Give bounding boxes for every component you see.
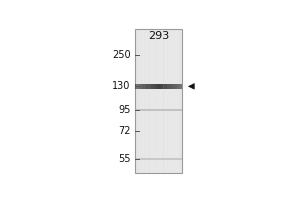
Bar <box>135 29 182 173</box>
Bar <box>176 84 177 89</box>
Bar <box>172 84 173 89</box>
Bar <box>143 84 144 89</box>
Bar <box>151 84 152 89</box>
Bar <box>149 84 150 89</box>
Bar <box>168 84 169 89</box>
Bar <box>147 84 148 89</box>
Bar <box>159 84 160 89</box>
Bar <box>146 84 147 89</box>
Bar <box>164 84 165 89</box>
Bar <box>136 84 137 89</box>
Bar <box>163 84 164 89</box>
Bar <box>148 84 149 89</box>
Bar <box>180 84 181 89</box>
Bar <box>144 84 145 89</box>
Bar <box>145 84 146 89</box>
Bar <box>138 84 139 89</box>
Bar <box>158 84 159 89</box>
Bar <box>152 84 153 89</box>
Bar <box>177 84 178 89</box>
Text: 55: 55 <box>118 154 130 164</box>
Bar <box>139 84 140 89</box>
Text: 250: 250 <box>112 50 130 60</box>
Bar <box>181 84 182 89</box>
Bar <box>141 84 142 89</box>
Bar <box>174 84 175 89</box>
Bar <box>161 84 162 89</box>
Bar <box>171 84 172 89</box>
Bar <box>135 84 136 89</box>
Bar <box>178 84 179 89</box>
Text: 95: 95 <box>118 105 130 115</box>
Bar <box>156 84 157 89</box>
Bar <box>179 84 180 89</box>
Bar <box>162 84 163 89</box>
Bar <box>155 84 156 89</box>
Bar <box>173 84 174 89</box>
Bar <box>154 84 155 89</box>
Bar <box>140 84 141 89</box>
Bar <box>150 84 151 89</box>
Bar <box>142 84 143 89</box>
Bar <box>135 109 182 111</box>
Bar <box>157 84 158 89</box>
Bar <box>160 84 161 89</box>
Bar <box>153 84 154 89</box>
Bar <box>169 84 170 89</box>
Text: 293: 293 <box>148 31 169 41</box>
Bar <box>135 158 182 160</box>
Text: 72: 72 <box>118 126 130 136</box>
Bar <box>166 84 167 89</box>
Bar <box>175 84 176 89</box>
Bar <box>137 84 138 89</box>
Bar <box>170 84 171 89</box>
Bar <box>165 84 166 89</box>
Text: 130: 130 <box>112 81 130 91</box>
Bar <box>136 84 137 89</box>
Bar <box>167 84 168 89</box>
